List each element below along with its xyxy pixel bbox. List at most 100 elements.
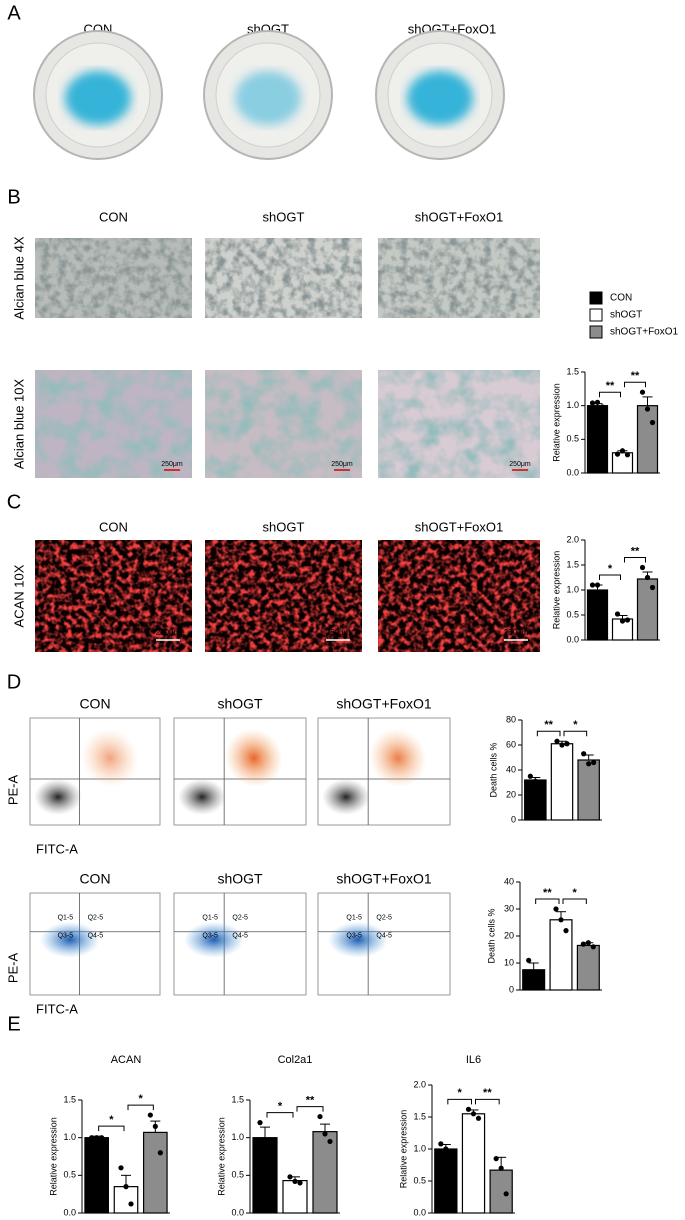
y-tick-label: 20	[504, 930, 514, 940]
y-tick-label: 0.5	[413, 1175, 426, 1185]
y-tick-label: 2.0	[413, 1079, 426, 1089]
quadrant-label: Q3-5	[346, 933, 362, 940]
significance-label: *	[573, 887, 578, 899]
stain	[235, 71, 301, 125]
events	[81, 728, 139, 788]
data-point	[624, 617, 631, 623]
panel-label: A	[7, 2, 21, 24]
bar	[586, 405, 609, 474]
data-point	[465, 1106, 472, 1112]
significance-label: **	[544, 719, 553, 731]
significance-bracket	[447, 1098, 472, 1105]
data-point	[152, 1123, 158, 1129]
significance-bracket	[98, 1125, 125, 1132]
events	[184, 921, 244, 958]
axis-label: FITC-A	[36, 841, 78, 856]
data-point	[586, 761, 592, 767]
data-point	[89, 1135, 95, 1141]
bar	[576, 944, 600, 991]
column-label: shOGT+FoxO1	[336, 871, 432, 887]
y-axis-label: Relative expression	[551, 551, 561, 630]
data-point	[443, 1146, 449, 1152]
chart-title: IL6	[466, 1054, 481, 1066]
bar	[282, 1180, 308, 1214]
y-tick-label: 0.0	[566, 634, 579, 644]
data-point	[532, 778, 538, 784]
significance-label: **	[631, 545, 640, 557]
y-tick-label: 0.5	[566, 434, 579, 444]
y-tick-label: 1.0	[63, 1132, 76, 1142]
micrograph-texture	[205, 238, 362, 318]
micrograph-texture	[378, 370, 540, 478]
y-axis-label: Relative expression	[216, 1117, 226, 1196]
data-point	[644, 574, 651, 581]
significance-bracket	[475, 1098, 500, 1105]
events	[369, 728, 427, 788]
y-tick-label: 40	[504, 876, 514, 886]
significance-bracket	[624, 381, 646, 388]
y-tick-label: 1.0	[231, 1132, 244, 1142]
y-tick-label: 0	[511, 814, 516, 824]
quadrant-label: Q2-5	[376, 915, 392, 922]
quadrant-label: Q1-5	[346, 915, 362, 922]
significance-bracket	[599, 391, 621, 398]
data-point	[448, 1151, 454, 1157]
bar	[312, 1131, 338, 1214]
quadrant-label: Q3-5	[58, 933, 74, 940]
micrograph-texture	[378, 238, 540, 318]
significance-label: *	[109, 1114, 114, 1126]
scale-bar-label: 250μm	[156, 628, 181, 637]
y-tick-label: 0.5	[63, 1170, 76, 1180]
data-point	[527, 773, 533, 779]
legend-label: shOGT	[610, 310, 642, 321]
significance-label: **	[606, 380, 615, 392]
data-point	[563, 928, 569, 934]
column-label: CON	[99, 209, 128, 224]
bar	[143, 1131, 168, 1214]
data-point	[292, 1178, 298, 1184]
y-tick-label: 0.0	[231, 1207, 244, 1217]
data-point	[614, 451, 621, 457]
data-point	[94, 1135, 100, 1141]
legend-label: shOGT+FoxO1	[610, 327, 679, 338]
quadrant-label: Q3-5	[202, 933, 218, 940]
significance-bracket	[296, 1106, 324, 1112]
data-point	[498, 1165, 504, 1171]
data-point	[589, 400, 596, 406]
axis-label: PE-A	[5, 953, 20, 984]
data-point	[594, 399, 601, 405]
significance-label: **	[483, 1087, 492, 1099]
column-label: CON	[99, 519, 128, 534]
events	[328, 921, 388, 958]
data-point	[594, 582, 601, 588]
data-point	[470, 1111, 477, 1117]
significance-bracket	[127, 1104, 154, 1111]
y-tick-label: 1.0	[566, 584, 579, 594]
y-tick-label: 0.5	[566, 609, 579, 619]
data-point	[531, 971, 537, 977]
y-axis-label: Death cells %	[486, 908, 496, 963]
data-point	[589, 582, 596, 588]
bar	[434, 1148, 458, 1214]
significance-label: *	[608, 563, 613, 575]
y-tick-label: 0.0	[566, 467, 579, 477]
data-point	[591, 759, 597, 766]
data-point	[503, 1191, 509, 1197]
significance-bracket	[599, 574, 621, 580]
column-label: shOGT	[263, 209, 305, 224]
data-point	[590, 944, 596, 950]
data-point	[559, 742, 565, 748]
data-point	[639, 564, 646, 571]
events	[225, 728, 283, 788]
data-point	[317, 1113, 323, 1120]
significance-label: **	[543, 887, 552, 899]
bar	[550, 743, 574, 821]
y-axis-label: Relative expression	[398, 1110, 408, 1189]
column-label: shOGT+FoxO1	[336, 696, 432, 712]
legend-swatch	[589, 308, 603, 322]
quadrant-label: Q2-5	[88, 915, 104, 922]
y-tick-label: 10	[504, 957, 514, 967]
data-point	[147, 1112, 153, 1118]
significance-label: *	[573, 719, 578, 731]
